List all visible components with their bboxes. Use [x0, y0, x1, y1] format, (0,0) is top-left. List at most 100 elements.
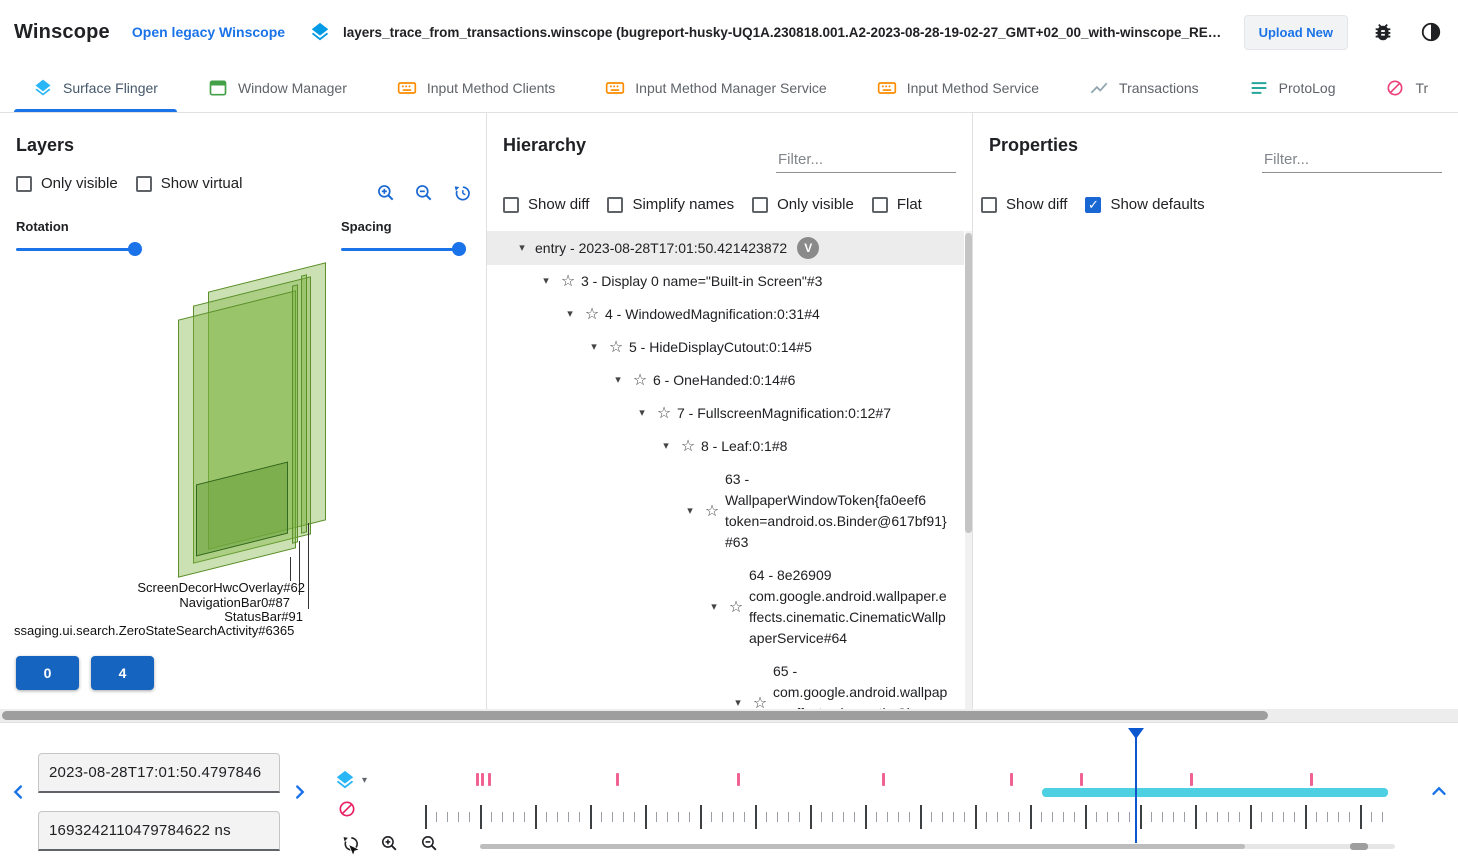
trace-dropdown-caret-icon[interactable]: ▾	[362, 775, 368, 786]
trace-event-marker[interactable]	[1080, 773, 1083, 786]
expand-arrow-icon[interactable]: ▾	[567, 308, 573, 320]
tab-input-method-clients[interactable]: Input Method Clients	[372, 64, 580, 112]
timeline-track[interactable]	[420, 723, 1395, 860]
trace-event-marker[interactable]	[737, 773, 740, 786]
timeline-scroll-handle[interactable]	[1350, 843, 1368, 850]
expand-arrow-icon[interactable]: ▾	[615, 374, 621, 386]
only-visible-checkbox[interactable]: Only visible	[16, 175, 118, 192]
tab-input-method-service[interactable]: Input Method Service	[852, 64, 1064, 112]
expand-timeline-chevron[interactable]	[1428, 781, 1450, 808]
display-button-0[interactable]: 0	[16, 656, 79, 690]
tree-node-entry[interactable]: ▾ entry - 2023-08-28T17:01:50.421423872 …	[487, 231, 964, 265]
expand-arrow-icon[interactable]: ▾	[711, 600, 717, 613]
star-icon[interactable]: ☆	[632, 372, 648, 389]
timeline-zoom-in-icon[interactable]	[380, 834, 399, 858]
properties-filter-input[interactable]	[1262, 147, 1442, 173]
tab-transactions[interactable]: Transactions	[1064, 64, 1224, 112]
dark-mode-toggle-icon[interactable]	[1418, 19, 1444, 45]
simplify-names-checkbox[interactable]: Simplify names	[607, 196, 734, 213]
expand-arrow-icon[interactable]: ▾	[519, 241, 525, 254]
star-icon[interactable]: ☆	[560, 273, 576, 290]
bug-report-icon[interactable]	[1370, 19, 1396, 45]
tree-node[interactable]: ▾ ☆ 4 - WindowedMagnification:0:31#4	[487, 298, 964, 331]
star-icon[interactable]: ☆	[752, 694, 768, 710]
v-badge[interactable]: V	[797, 237, 820, 259]
timeline-cursor-handle[interactable]	[1128, 728, 1144, 739]
checkbox-icon	[871, 196, 888, 213]
rotation-slider-thumb[interactable]	[128, 242, 142, 256]
show-diff-checkbox[interactable]: Show diff	[981, 196, 1067, 213]
timestamp-human-input[interactable]: 2023-08-28T17:01:50.4797846	[38, 753, 280, 793]
layer-sheet[interactable]	[292, 284, 298, 544]
sf-trace-icon[interactable]	[334, 769, 356, 796]
tree-node[interactable]: ▾ ☆ 5 - HideDisplayCutout:0:14#5	[487, 331, 964, 364]
trace-event-marker[interactable]	[882, 773, 885, 786]
prev-entry-chevron[interactable]	[8, 781, 30, 808]
timeline-zoom-out-icon[interactable]	[420, 834, 439, 858]
reset-view-icon[interactable]	[452, 183, 472, 208]
layer-sheet[interactable]	[301, 274, 307, 534]
only-visible-checkbox[interactable]: Only visible	[752, 196, 854, 213]
expand-arrow-icon[interactable]: ▾	[639, 407, 645, 419]
tree-node[interactable]: ▾ ☆ 65 - com.google.android.wallpaper.ef…	[487, 655, 964, 709]
tree-node[interactable]: ▾ ☆ 3 - Display 0 name="Built-in Screen"…	[487, 265, 964, 298]
tab-protolog[interactable]: ProtoLog	[1224, 64, 1361, 112]
trace-event-marker[interactable]	[488, 773, 491, 786]
tree-node[interactable]: ▾ ☆ 64 - 8e26909 com.google.android.wall…	[487, 559, 964, 655]
tab-input-method-manager-service[interactable]: Input Method Manager Service	[580, 64, 851, 112]
timeline-cursor-line[interactable]	[1135, 729, 1137, 843]
tree-node[interactable]: ▾ ☆ 7 - FullscreenMagnification:0:12#7	[487, 397, 964, 430]
open-legacy-link[interactable]: Open legacy Winscope	[131, 24, 286, 40]
viz-zoom-controls	[376, 183, 472, 208]
flat-checkbox[interactable]: Flat	[871, 196, 922, 213]
expand-arrow-icon[interactable]: ▾	[687, 504, 693, 517]
tab-transitions[interactable]: Tr	[1360, 64, 1453, 112]
trace-event-marker[interactable]	[1310, 773, 1313, 786]
timeline-scroll-thumb[interactable]	[480, 844, 1245, 849]
hierarchy-checkboxes: Show diff Simplify names Only visible Fl…	[503, 196, 922, 213]
main-horizontal-scrollbar[interactable]	[0, 709, 1458, 722]
expand-arrow-icon[interactable]: ▾	[735, 696, 741, 709]
spacing-slider-thumb[interactable]	[452, 242, 466, 256]
trace-event-marker[interactable]	[476, 773, 479, 786]
zoom-out-icon[interactable]	[414, 183, 434, 208]
hierarchy-filter-input[interactable]	[776, 147, 956, 173]
rotation-slider[interactable]	[16, 242, 142, 256]
trace-event-marker[interactable]	[616, 773, 619, 786]
show-diff-checkbox[interactable]: Show diff	[503, 196, 589, 213]
show-defaults-checkbox[interactable]: ✓ Show defaults	[1085, 196, 1205, 213]
star-icon[interactable]: ☆	[680, 438, 696, 455]
star-icon[interactable]: ☆	[704, 502, 720, 520]
trace-file-info: layers_trace_from_transactions.winscope …	[307, 19, 1222, 45]
upload-new-button[interactable]: Upload New	[1243, 14, 1348, 50]
tab-window-manager[interactable]: Window Manager	[183, 64, 372, 112]
mouse-cursor-icon	[345, 843, 362, 860]
star-icon[interactable]: ☆	[584, 306, 600, 323]
star-icon[interactable]: ☆	[608, 339, 624, 356]
expand-arrow-icon[interactable]: ▾	[543, 275, 549, 287]
expand-arrow-icon[interactable]: ▾	[591, 341, 597, 353]
tree-node[interactable]: ▾ ☆ 8 - Leaf:0:1#8	[487, 430, 964, 463]
tab-surface-flinger[interactable]: Surface Flinger	[8, 64, 183, 112]
star-icon[interactable]: ☆	[728, 598, 744, 616]
layers-trace-icon	[307, 19, 333, 45]
checkbox-icon	[16, 175, 32, 192]
layers-3d-view[interactable]: ScreenDecorHwcOverlay#62 NavigationBar0#…	[0, 262, 486, 653]
tree-node[interactable]: ▾ ☆ 6 - OneHanded:0:14#6	[487, 364, 964, 397]
zoom-in-icon[interactable]	[376, 183, 396, 208]
timestamp-ns-input[interactable]: 1693242110479784622 ns	[38, 811, 280, 851]
selection-range-bar[interactable]	[1042, 788, 1388, 797]
expand-arrow-icon[interactable]: ▾	[663, 440, 669, 452]
spacing-slider[interactable]	[341, 242, 466, 256]
scrollbar-thumb[interactable]	[2, 711, 1268, 720]
transactions-trace-icon[interactable]	[337, 799, 357, 824]
display-button-4[interactable]: 4	[91, 656, 154, 690]
trace-event-marker[interactable]	[1190, 773, 1193, 786]
trace-event-marker[interactable]	[1010, 773, 1013, 786]
show-virtual-checkbox[interactable]: Show virtual	[135, 175, 242, 192]
star-icon[interactable]: ☆	[656, 405, 672, 422]
tree-node[interactable]: ▾ ☆ 63 - WallpaperWindowToken{fa0eef6 to…	[487, 463, 964, 559]
next-entry-chevron[interactable]	[289, 781, 311, 808]
hierarchy-scrollbar[interactable]	[965, 231, 972, 709]
trace-event-marker[interactable]	[481, 773, 484, 786]
